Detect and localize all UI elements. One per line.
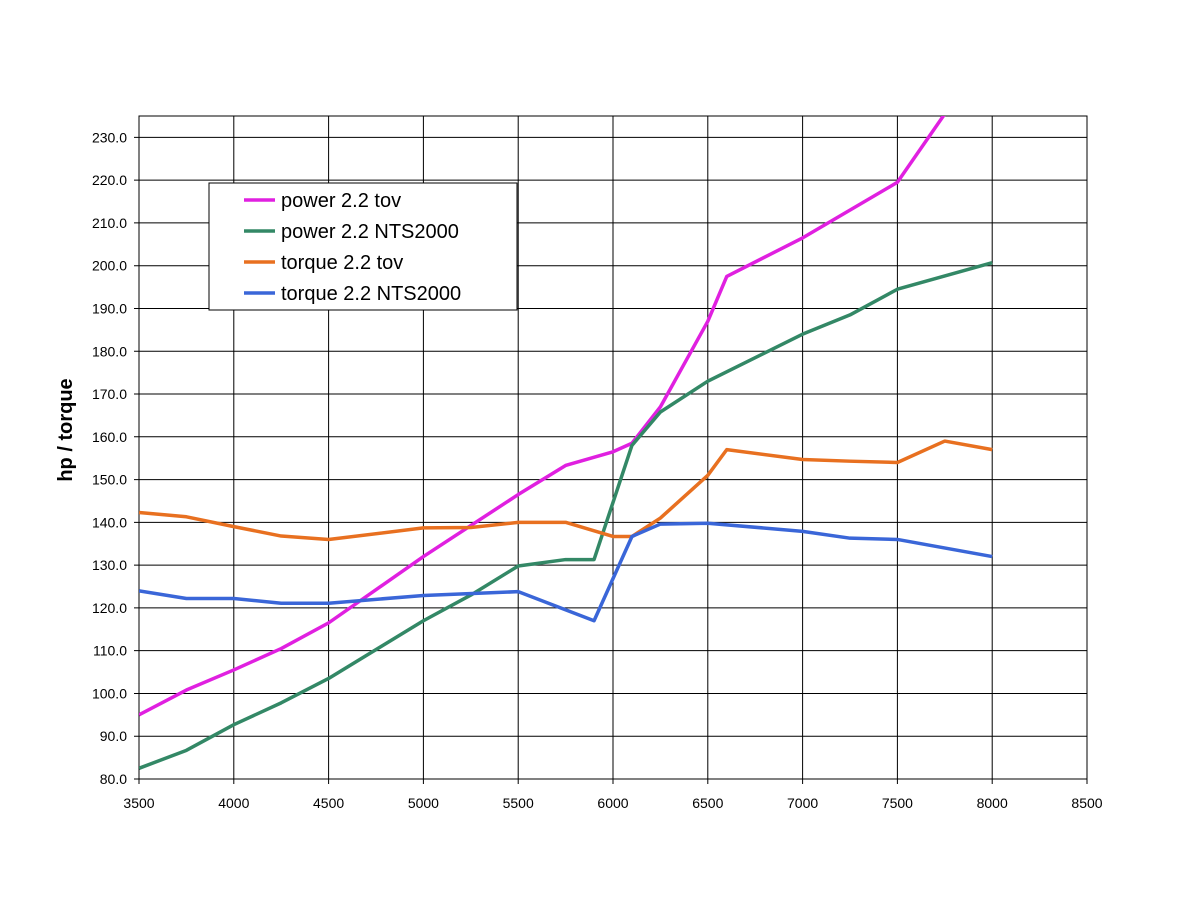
y-tick-label: 110.0 xyxy=(93,643,127,659)
series-line-torque-2-2-tov xyxy=(139,439,993,542)
series-line-power-2-2-nts2000 xyxy=(139,261,993,770)
legend-box xyxy=(208,182,518,311)
x-tick-label: 7000 xyxy=(787,795,818,811)
y-tick-label: 90.0 xyxy=(100,728,127,744)
series-line-power-2-2-tov xyxy=(139,116,946,717)
legend-label: torque 2.2 NTS2000 xyxy=(281,283,461,305)
y-tick-label: 160.0 xyxy=(92,429,127,445)
y-tick-label: 200.0 xyxy=(92,258,127,274)
y-tick-label: 220.0 xyxy=(92,172,127,188)
y-tick-label: 120.0 xyxy=(92,600,127,616)
x-tick-label: 4000 xyxy=(218,795,249,811)
x-tick-label: 8000 xyxy=(977,795,1008,811)
y-tick-label: 180.0 xyxy=(92,343,127,359)
x-tick-label: 8500 xyxy=(1071,795,1102,811)
y-tick-label: 100.0 xyxy=(92,685,127,701)
legend-label: torque 2.2 tov xyxy=(281,252,403,274)
x-tick-label: 6500 xyxy=(692,795,723,811)
y-axis-label: hp / torque xyxy=(55,378,77,481)
x-tick-label: 3500 xyxy=(123,795,154,811)
x-tick-label: 6000 xyxy=(597,795,628,811)
y-tick-label: 130.0 xyxy=(92,557,127,573)
x-tick-label: 5500 xyxy=(503,795,534,811)
series-line-torque-2-2-nts2000 xyxy=(139,521,993,623)
y-tick-label: 80.0 xyxy=(100,771,127,787)
legend-label: power 2.2 tov xyxy=(281,190,401,212)
x-tick-label: 5000 xyxy=(408,795,439,811)
y-tick-label: 230.0 xyxy=(92,129,127,145)
tick-labels: 3500 4000 4500 5000 5500 6000 6500 7000 7500 8000… xyxy=(92,129,1103,811)
x-tick-label: 4500 xyxy=(313,795,344,811)
x-tick-label: 7500 xyxy=(882,795,913,811)
y-tick-label: 150.0 xyxy=(92,472,127,488)
series-lines xyxy=(139,116,993,770)
legend: power 2.2 tov power 2.2 NTS2000 torque 2.2… xyxy=(208,182,518,311)
y-tick-label: 170.0 xyxy=(92,386,127,402)
y-tick-label: 190.0 xyxy=(92,300,127,316)
legend-label: power 2.2 NTS2000 xyxy=(281,221,459,243)
y-tick-label: 140.0 xyxy=(92,514,127,530)
y-tick-label: 210.0 xyxy=(92,215,127,231)
